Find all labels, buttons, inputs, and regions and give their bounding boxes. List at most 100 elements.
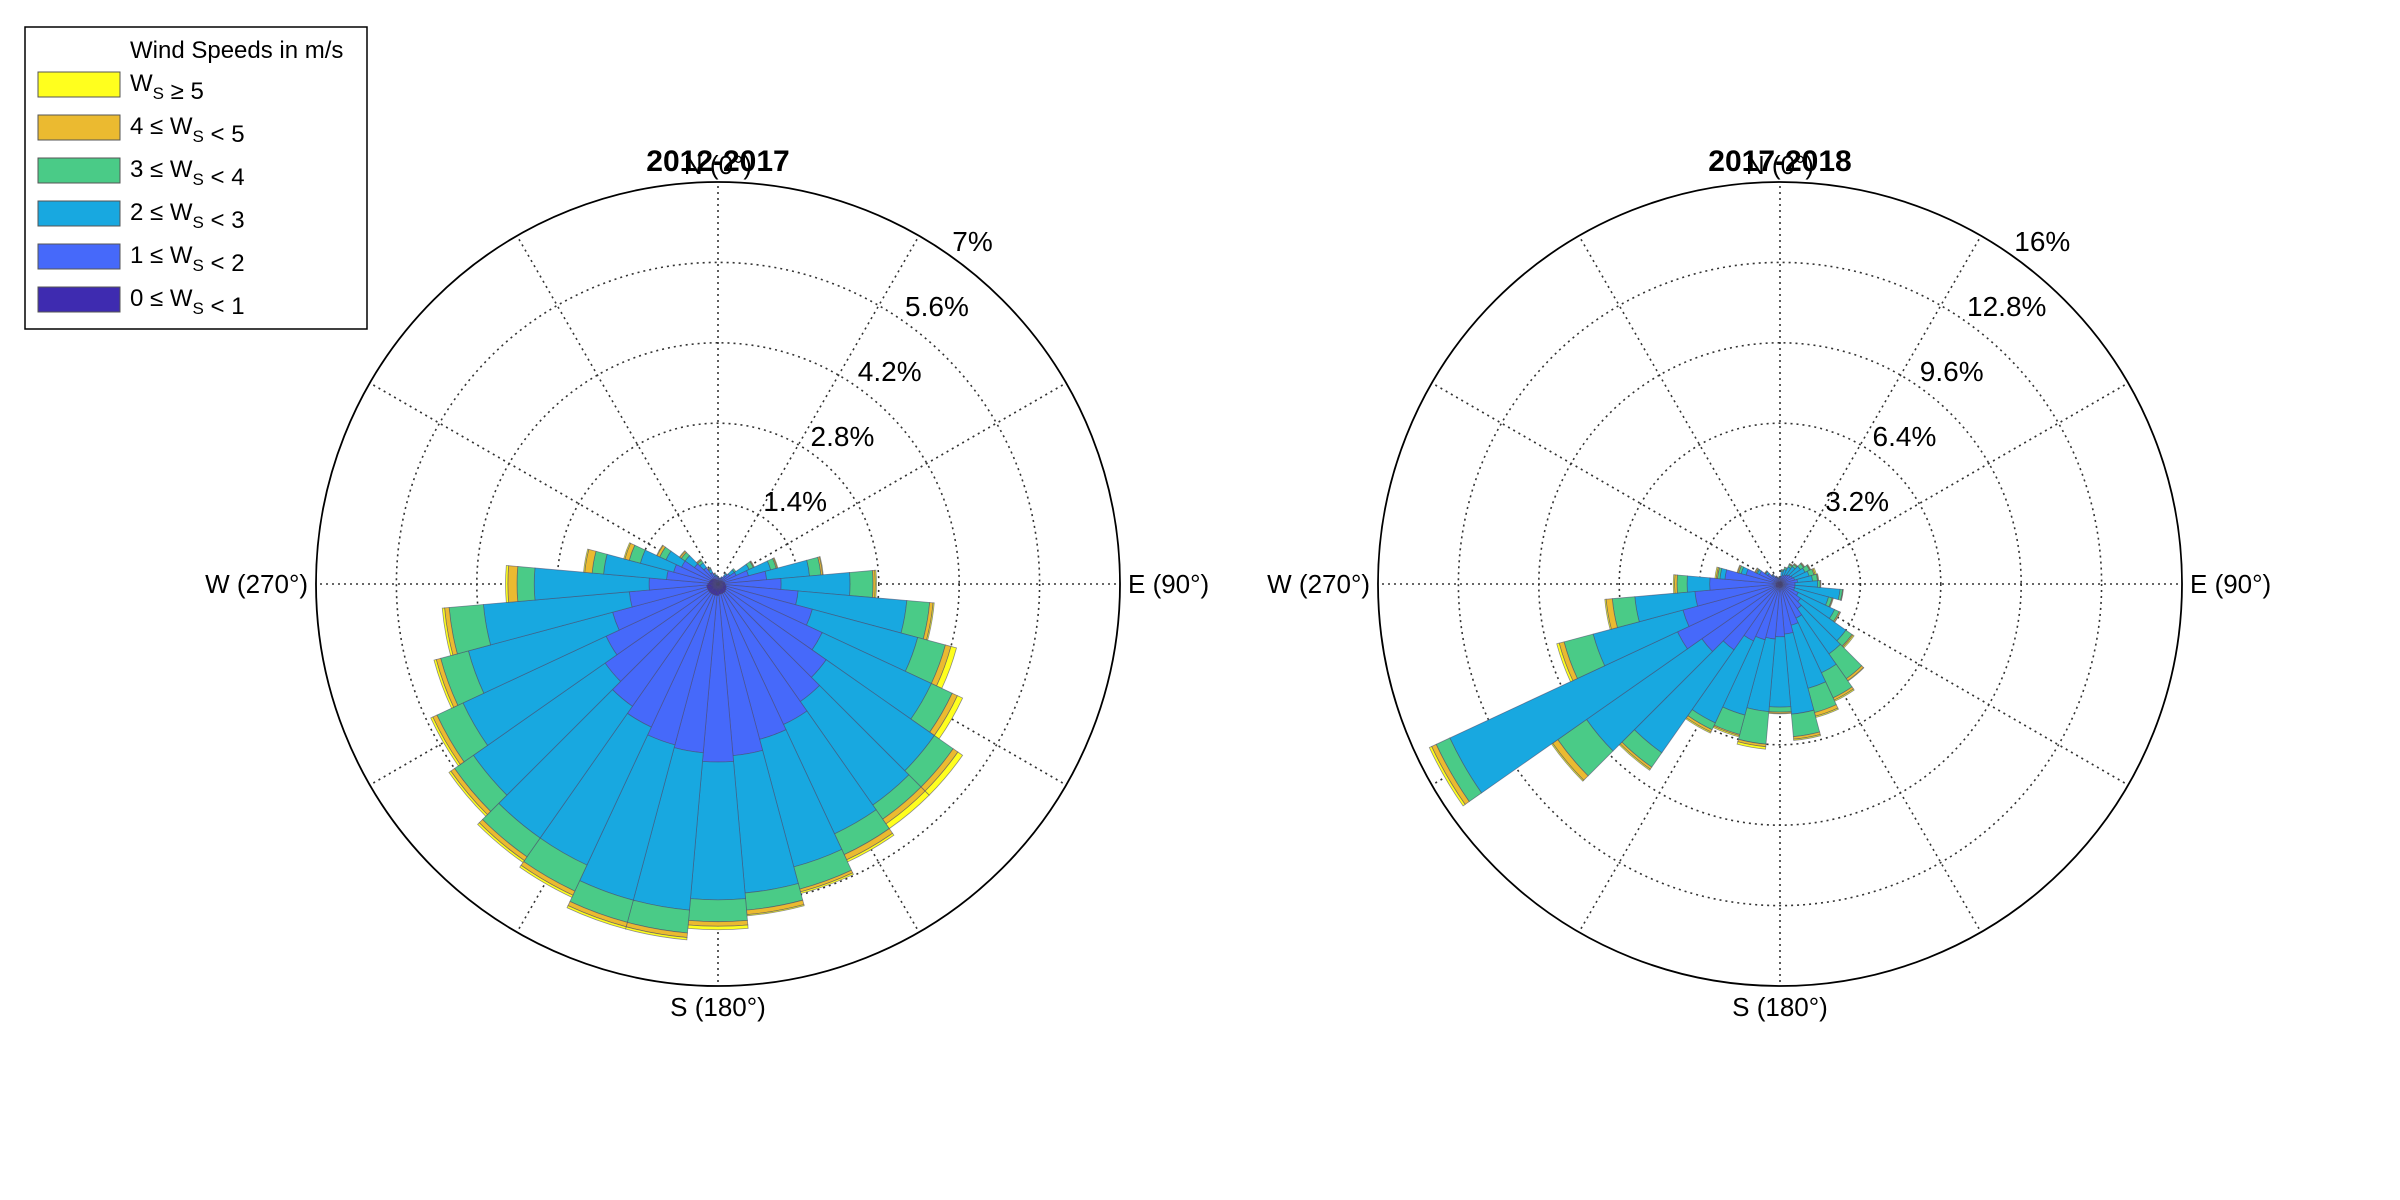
rose-bar-segment: [688, 898, 748, 923]
rose-bar-segment: [1764, 570, 1768, 574]
east-label: E (90°): [1128, 569, 1209, 599]
wind-rose-2017-2018: 3.2% 6.4% 9.6% 12.8% 16% N (0°) E (90°) S (1…: [1267, 145, 2271, 1022]
rose-bar-segment: [715, 574, 718, 577]
rose-bar-segment: [1793, 733, 1822, 741]
rose-bar-segment: [1604, 598, 1612, 631]
legend-label: 1 ≤ WS < 2: [130, 242, 245, 277]
west-label: W (270°): [1267, 569, 1370, 599]
legend-swatch: [37, 200, 121, 227]
rose-bar-segment: [1774, 575, 1777, 578]
west-label: W (270°): [205, 569, 308, 599]
rose-bar-segment: [477, 822, 525, 864]
ring-label: 1.4%: [763, 486, 827, 517]
rose-bar-segment: [566, 905, 627, 930]
ring-label: 9.6%: [1920, 356, 1984, 387]
grid-spoke: [717, 382, 1067, 585]
legend-label: WS ≥ 5: [130, 70, 204, 105]
grid-spoke: [1578, 235, 1781, 585]
legend-label: 2 ≤ WS < 3: [130, 199, 245, 234]
legend-entry: WS ≥ 5: [37, 70, 204, 105]
rose-bar-segment: [430, 716, 461, 767]
rose-bar-segment: [1676, 574, 1688, 594]
rose-bar-segment: [1736, 741, 1767, 750]
legend-swatch: [37, 157, 121, 184]
legend-entries: WS ≥ 5 4 ≤ WS < 5 3 ≤ WS < 4 2 ≤ WS < 3 1 ≤ …: [37, 70, 245, 320]
rose-bars: [430, 542, 964, 941]
rose-bar-segment: [505, 565, 510, 603]
legend-label: 4 ≤ WS < 5: [130, 113, 245, 148]
legend-swatch: [37, 114, 121, 141]
ring-label: 7%: [952, 226, 992, 257]
rose-bar-segment: [507, 565, 519, 603]
radial-labels: 3.2% 6.4% 9.6% 12.8% 16%: [1825, 226, 2070, 517]
rose-bar-segment: [849, 570, 874, 598]
legend-label: 0 ≤ WS < 1: [130, 285, 245, 320]
rose-bar-segment: [1770, 573, 1774, 577]
outer-ring: [315, 181, 1121, 987]
ring-label: 4.2%: [858, 356, 922, 387]
grid-spoke: [1431, 382, 1781, 585]
grid-spoke: [1779, 235, 1982, 585]
rose-bar-segment: [519, 864, 574, 898]
ring-label: 5.6%: [905, 291, 969, 322]
legend-entry: 4 ≤ WS < 5: [37, 113, 245, 148]
grid-spoke: [717, 235, 920, 585]
rose-bar-segment: [1428, 745, 1466, 807]
south-label: S (180°): [670, 992, 766, 1022]
rose-bar-segment: [1840, 589, 1844, 601]
east-label: E (90°): [2190, 569, 2271, 599]
ring-label: 3.2%: [1825, 486, 1889, 517]
rose-bar-segment: [583, 548, 590, 573]
legend-label: 3 ≤ WS < 4: [130, 156, 245, 191]
rose-bar-segment: [706, 566, 712, 570]
rose-bar-segment: [695, 558, 702, 564]
speed-legend: Wind Speeds in m/s WS ≥ 5 4 ≤ WS < 5 3 ≤ W…: [24, 26, 368, 330]
rose-bar-segment: [656, 544, 664, 557]
north-label: N (0°): [1746, 150, 1814, 180]
legend-swatch: [37, 243, 121, 270]
legend-entry: 1 ≤ WS < 2: [37, 242, 245, 277]
rose-bar-segment: [874, 569, 877, 599]
rose-bar-segment: [441, 607, 454, 657]
radial-labels: 1.4% 2.8% 4.2% 5.6% 7%: [763, 226, 993, 517]
rose-bar-segment: [1686, 575, 1711, 593]
legend-entry: 3 ≤ WS < 4: [37, 156, 245, 191]
legend-entry: 0 ≤ WS < 1: [37, 285, 245, 320]
rose-bars: [1428, 562, 1865, 807]
legend-swatch: [37, 71, 121, 98]
rose-bar-segment: [433, 659, 455, 709]
rose-bar-segment: [678, 550, 686, 558]
rose-bar-segment: [1768, 706, 1792, 713]
outer-ring: [1377, 181, 2183, 987]
rose-bar-segment: [623, 542, 632, 560]
rose-title: 2017-2018: [1708, 145, 1851, 178]
legend-swatch: [37, 286, 121, 313]
wind-rose-2012-2017: 1.4% 2.8% 4.2% 5.6% 7% N (0°) E (90°) S (180…: [205, 145, 1209, 1022]
rose-bar-segment: [712, 572, 716, 575]
grid-ring: [1618, 422, 1942, 746]
legend-title: Wind Speeds in m/s: [130, 37, 343, 64]
ring-label: 16%: [2014, 226, 2070, 257]
rose-bar-segment: [1768, 712, 1792, 715]
rose-bar-segment: [1672, 574, 1676, 594]
grid-spoke: [516, 235, 719, 585]
rose-bar-segment: [1736, 564, 1741, 574]
north-label: N (0°): [684, 150, 752, 180]
ring-label: 12.8%: [1967, 291, 2046, 322]
legend-entry: 2 ≤ WS < 3: [37, 199, 245, 234]
rose-bar-segment: [448, 770, 488, 817]
south-label: S (180°): [1732, 992, 1828, 1022]
rose-bar-segment: [1556, 642, 1574, 683]
rose-bar-segment: [1714, 566, 1719, 579]
rose-bar-segment: [516, 566, 536, 602]
rose-bar-segment: [1754, 567, 1758, 573]
grid-spoke: [1779, 382, 2129, 585]
rose-bar-segment: [1776, 576, 1779, 578]
ring-label: 2.8%: [811, 421, 875, 452]
grid-ring: [1457, 261, 2103, 907]
ring-label: 6.4%: [1873, 421, 1937, 452]
rose-title: 2012-2017: [646, 145, 789, 178]
grid-ring: [1538, 341, 2023, 826]
